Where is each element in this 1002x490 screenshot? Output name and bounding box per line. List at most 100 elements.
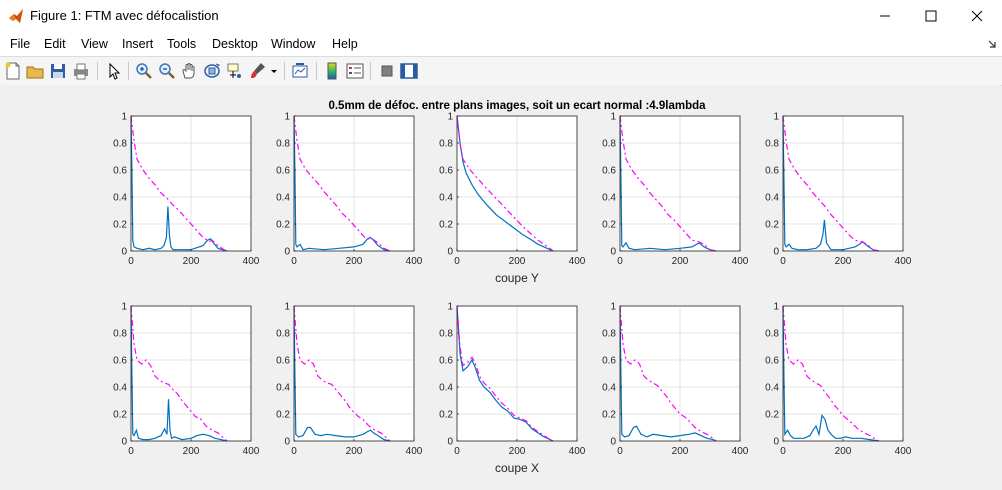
y-tick-label: 0.6: [276, 166, 290, 177]
y-tick-label: 1: [284, 302, 290, 313]
x-tick-label: 200: [835, 256, 852, 267]
menu-help[interactable]: Help: [332, 37, 358, 51]
y-tick-label: 1: [284, 112, 290, 123]
colorbar-icon[interactable]: [322, 61, 342, 81]
y-tick-label: 0.2: [602, 410, 616, 421]
y-tick-label: 0.6: [602, 356, 616, 367]
x-tick-label: 200: [346, 256, 363, 267]
y-tick-label: 0.2: [602, 220, 616, 231]
figure-canvas: coupe Y coupe X 0 0.2 0.4 0.6 0.8 1 0 200 400 0 0.…: [1, 85, 1001, 485]
new-figure-icon[interactable]: [3, 61, 23, 81]
menu-window[interactable]: Window: [271, 37, 316, 51]
pan-icon[interactable]: [179, 61, 199, 81]
y-tick-label: 0.4: [276, 383, 290, 394]
brush-icon[interactable]: [248, 61, 268, 81]
mtf-curve-reference: [619, 305, 717, 442]
y-tick-label: 0: [447, 437, 453, 448]
toolbar-separator: [97, 62, 98, 80]
x-tick-label: 0: [291, 256, 297, 267]
mtf-curve-measured: [782, 115, 880, 252]
y-tick-label: 0.4: [602, 383, 616, 394]
minimize-icon: [880, 15, 890, 17]
x-tick-label: 200: [183, 256, 200, 267]
y-tick-label: 1: [773, 112, 779, 123]
mtf-curve-measured: [619, 305, 717, 442]
x-tick-label: 400: [406, 446, 423, 457]
x-tick-label: 0: [780, 256, 786, 267]
window-title: Figure 1: FTM avec défocalistion: [30, 8, 219, 23]
y-tick-label: 0: [773, 247, 779, 258]
x-tick-label: 0: [454, 446, 460, 457]
matlab-logo-icon: [9, 9, 23, 23]
y-tick-label: 0.2: [276, 220, 290, 231]
y-tick-label: 0: [610, 437, 616, 448]
y-tick-label: 0.6: [113, 356, 127, 367]
close-icon: [971, 10, 983, 22]
x-tick-label: 0: [617, 256, 623, 267]
x-tick-label: 400: [895, 446, 912, 457]
chevron-down-icon[interactable]: [270, 69, 278, 75]
maximize-button[interactable]: [908, 0, 954, 32]
x-tick-label: 0: [128, 446, 134, 457]
x-tick-label: 400: [243, 256, 260, 267]
y-tick-label: 0.6: [602, 166, 616, 177]
zoom-in-icon[interactable]: [134, 61, 154, 81]
dock-figure-icon[interactable]: [988, 40, 996, 48]
x-tick-label: 200: [346, 446, 363, 457]
y-tick-label: 0.2: [765, 220, 779, 231]
menu-desktop[interactable]: Desktop: [212, 37, 258, 51]
y-tick-label: 0.6: [765, 166, 779, 177]
y-tick-label: 1: [121, 302, 127, 313]
y-tick-label: 0.2: [439, 220, 453, 231]
mtf-curve-measured: [293, 305, 391, 442]
legend-icon[interactable]: [345, 61, 365, 81]
x-tick-label: 400: [732, 446, 749, 457]
mtf-curve-measured: [130, 305, 228, 442]
minimize-button[interactable]: [862, 0, 908, 32]
menu-tools[interactable]: Tools: [167, 37, 197, 51]
x-tick-label: 200: [672, 256, 689, 267]
x-tick-label: 200: [835, 446, 852, 457]
maximize-icon: [925, 10, 937, 22]
y-tick-label: 0.6: [276, 356, 290, 367]
y-tick-label: 0.4: [276, 193, 290, 204]
data-cursor-icon[interactable]: [225, 61, 245, 81]
save-icon[interactable]: [48, 61, 68, 81]
toolbar-separator: [370, 62, 371, 80]
x-tick-label: 0: [291, 446, 297, 457]
x-tick-label: 200: [509, 256, 526, 267]
pointer-icon[interactable]: [104, 61, 124, 81]
mtf-curve-measured: [782, 305, 880, 442]
x-tick-label: 400: [895, 256, 912, 267]
menu-insert[interactable]: Insert: [122, 37, 154, 51]
menu-file[interactable]: File: [10, 37, 31, 51]
y-tick-label: 0.8: [276, 329, 290, 340]
y-tick-label: 0: [284, 437, 290, 448]
rotate-3d-icon[interactable]: [202, 61, 222, 81]
link-plot-icon[interactable]: [290, 61, 310, 81]
y-tick-label: 0.2: [113, 220, 127, 231]
y-tick-label: 0.6: [765, 356, 779, 367]
show-plot-tools-icon[interactable]: [399, 61, 419, 81]
print-icon[interactable]: [71, 61, 91, 81]
xlabel-coupe-y: coupe Y: [495, 271, 539, 285]
menu-view[interactable]: View: [81, 37, 108, 51]
y-tick-label: 0: [447, 247, 453, 258]
close-button[interactable]: [954, 0, 1000, 32]
zoom-out-icon[interactable]: [157, 61, 177, 81]
open-file-icon[interactable]: [25, 61, 45, 81]
menu-edit[interactable]: Edit: [44, 37, 66, 51]
y-tick-label: 1: [447, 302, 453, 313]
y-tick-label: 0.4: [602, 193, 616, 204]
mtf-curve-reference: [456, 115, 554, 252]
mtf-curve-reference: [619, 115, 717, 252]
hide-plot-tools-icon[interactable]: [377, 61, 397, 81]
mtf-curve-reference: [130, 115, 228, 252]
mtf-curve-reference: [293, 115, 391, 252]
y-tick-label: 0.8: [602, 329, 616, 340]
y-tick-label: 0.6: [113, 166, 127, 177]
y-tick-label: 1: [773, 302, 779, 313]
mtf-curve-reference: [293, 305, 391, 442]
y-tick-label: 0: [121, 437, 127, 448]
x-tick-label: 0: [617, 446, 623, 457]
